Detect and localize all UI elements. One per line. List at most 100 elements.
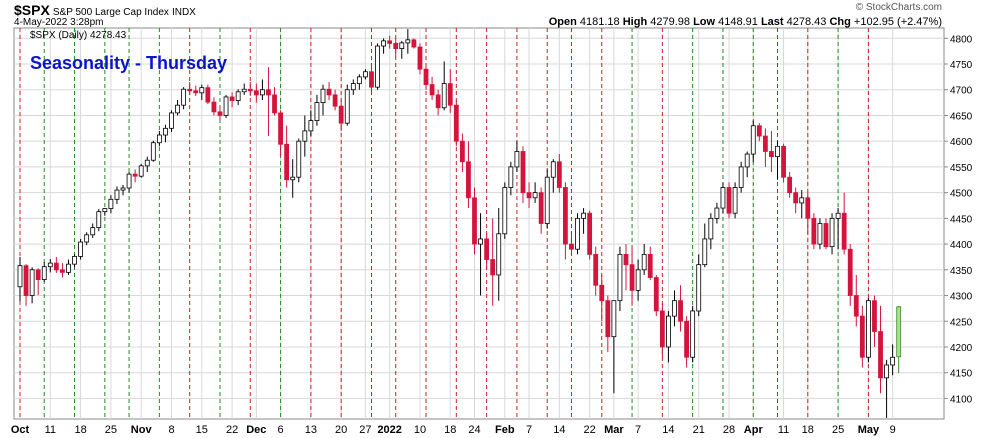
candle-body (835, 212, 841, 219)
candle-body (775, 145, 780, 158)
x-tick-label: Feb (495, 424, 515, 436)
candle-body (138, 165, 144, 177)
candle-body (369, 71, 374, 88)
quote-summary: Open 4181.18 High 4279.98 Low 4148.91 La… (549, 16, 942, 28)
candle-body (363, 71, 368, 78)
candle-body (853, 295, 859, 317)
x-tick-label: 20 (335, 424, 347, 436)
candle-body (593, 253, 599, 286)
candle-body (672, 300, 677, 317)
x-tick-label: 22 (226, 424, 238, 436)
candle-body (41, 266, 47, 280)
candle-body (84, 234, 90, 243)
candle-body (520, 151, 526, 194)
candle-body (829, 217, 835, 248)
candle-body (253, 90, 259, 96)
candle-body (120, 187, 126, 191)
open-value: 4181.18 (579, 16, 620, 28)
candle-body (381, 40, 387, 47)
candle-body (563, 187, 568, 245)
candle-body (326, 88, 332, 96)
candle-body (308, 120, 314, 132)
candle-body (163, 127, 168, 136)
candle-body (235, 91, 241, 101)
candle-body (623, 253, 629, 266)
chart-title: Seasonality - Thursday (30, 53, 227, 73)
candle-body (223, 96, 229, 116)
candle-body (890, 356, 896, 366)
candle-body (53, 262, 59, 271)
high-value: 4279.98 (650, 16, 690, 28)
candle-body (859, 315, 865, 358)
candle-body (817, 223, 823, 245)
candle-body (866, 300, 871, 358)
x-tick-label: 25 (105, 424, 117, 436)
x-tick-label: 15 (196, 424, 208, 436)
y-tick-label: 4200 (950, 343, 973, 354)
y-tick-label: 4650 (950, 111, 973, 122)
chart-header: $SPX S&P 500 Large Cap Index INDX (14, 2, 196, 18)
x-tick-label: 28 (723, 424, 735, 436)
candle-body (466, 161, 471, 199)
x-tick-label: 9 (890, 424, 896, 436)
index-name: S&P 500 Large Cap Index (52, 7, 169, 18)
candle-body (211, 101, 217, 113)
candle-body (690, 310, 696, 358)
candle-body (575, 217, 580, 250)
candle-body (199, 87, 205, 94)
x-tick-label: 21 (693, 424, 705, 436)
candle-body (544, 176, 550, 224)
candle-body (229, 96, 235, 101)
candle-body (66, 263, 71, 273)
candle-body (550, 161, 556, 178)
candle-body (417, 46, 423, 70)
x-tick-label: 11 (778, 424, 789, 436)
candle-body (90, 227, 96, 236)
candle-body (587, 212, 593, 255)
candle-body (169, 112, 174, 129)
candle-body (878, 331, 883, 379)
chg-label: Chg (829, 16, 851, 28)
candle-body (635, 269, 641, 291)
candle-body (47, 262, 53, 268)
candle-body (605, 300, 611, 338)
candle-body (156, 134, 162, 144)
candle-body (132, 173, 138, 177)
candle-body (756, 125, 762, 137)
y-tick-label: 4450 (950, 214, 973, 225)
candle-body (841, 212, 847, 250)
chg-value: +102.95 (+2.47%) (853, 16, 942, 28)
y-tick-label: 4300 (950, 292, 973, 303)
candle-body (411, 39, 417, 48)
series-label: $SPX (Daily) 4278.43 (30, 30, 127, 41)
candle-body (96, 211, 102, 229)
candle-body (769, 151, 774, 158)
candle-body (744, 153, 750, 168)
candle-body (35, 269, 41, 280)
x-tick-label: 8 (168, 424, 174, 436)
candle-body (526, 192, 532, 199)
candle-body (284, 143, 290, 181)
y-tick-label: 4350 (950, 266, 973, 277)
y-tick-label: 4100 (950, 394, 973, 405)
timestamp: 4-May-2022 3:28pm (14, 17, 104, 28)
x-tick-label: 14 (662, 424, 674, 436)
candle-body (453, 104, 459, 142)
candle-body (732, 187, 738, 214)
exchange: INDX (171, 7, 196, 18)
low-label: Low (693, 16, 716, 28)
candle-body (393, 43, 399, 49)
candle-body (532, 192, 538, 199)
candle-body (569, 243, 574, 250)
x-tick-label: Dec (246, 424, 266, 436)
candle-body (187, 88, 193, 92)
candle-body (714, 207, 720, 219)
candle-body (205, 87, 211, 103)
candle-body (884, 364, 889, 379)
candle-body (726, 187, 732, 214)
candle-body (387, 40, 393, 44)
candle-body (247, 88, 253, 92)
candle-body (29, 269, 35, 296)
candle-body (750, 125, 756, 155)
candle-body (405, 39, 411, 44)
